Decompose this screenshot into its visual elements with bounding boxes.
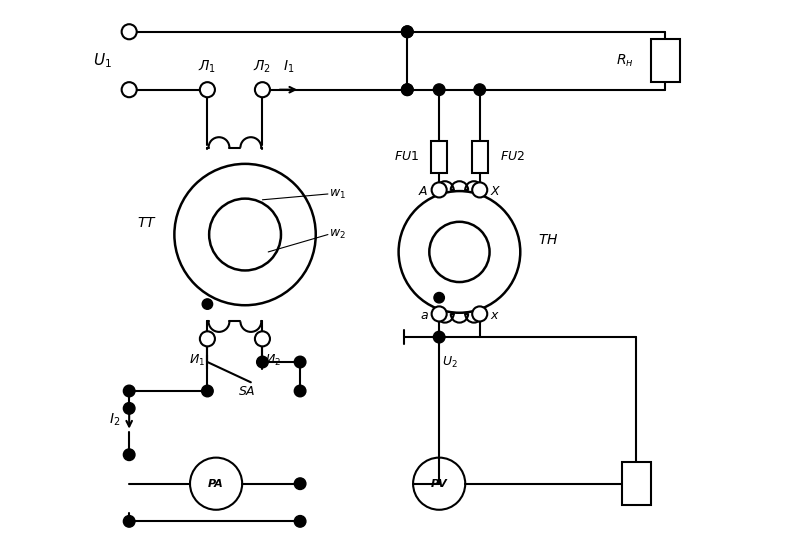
Text: $I_2$: $I_2$ <box>109 412 120 428</box>
Text: $SA$: $SA$ <box>237 385 255 398</box>
Circle shape <box>257 356 268 368</box>
Circle shape <box>124 449 135 460</box>
Text: PV: PV <box>430 479 447 489</box>
Text: $X$: $X$ <box>489 185 501 197</box>
Circle shape <box>201 385 213 397</box>
Circle shape <box>431 182 446 197</box>
Text: $И_1$: $И_1$ <box>188 353 205 369</box>
Bar <box>650 39 678 82</box>
Circle shape <box>124 403 135 414</box>
Circle shape <box>200 82 215 97</box>
Text: $w_2$: $w_2$ <box>329 228 346 241</box>
Circle shape <box>124 385 135 397</box>
Text: $Л_1$: $Л_1$ <box>198 59 217 75</box>
Text: $A$: $A$ <box>418 185 428 197</box>
Circle shape <box>254 331 269 346</box>
Circle shape <box>431 306 446 321</box>
Circle shape <box>124 515 135 527</box>
Bar <box>621 462 650 505</box>
Circle shape <box>433 331 444 343</box>
Circle shape <box>401 84 412 96</box>
Circle shape <box>202 299 213 309</box>
Circle shape <box>200 331 215 346</box>
Text: $I_1$: $I_1$ <box>282 59 294 75</box>
Text: $U_2$: $U_2$ <box>442 355 457 370</box>
Circle shape <box>121 82 136 97</box>
Text: $x$: $x$ <box>489 309 500 321</box>
Circle shape <box>401 26 412 38</box>
Circle shape <box>401 84 412 96</box>
Circle shape <box>294 385 306 397</box>
Text: $Л_2$: $Л_2$ <box>253 59 271 75</box>
Text: $FU2$: $FU2$ <box>500 150 525 163</box>
Text: $И_2$: $И_2$ <box>265 353 281 369</box>
Circle shape <box>254 82 269 97</box>
Text: $ТН$: $ТН$ <box>537 234 557 247</box>
Circle shape <box>433 84 444 96</box>
Bar <box>431 141 447 172</box>
Bar <box>471 141 488 172</box>
Circle shape <box>472 306 487 321</box>
Text: $FU1$: $FU1$ <box>393 150 419 163</box>
Circle shape <box>472 182 487 197</box>
Circle shape <box>294 356 306 368</box>
Circle shape <box>473 84 485 96</box>
Circle shape <box>401 26 412 38</box>
Text: $U_1$: $U_1$ <box>93 51 111 70</box>
Circle shape <box>294 515 306 527</box>
Text: $ТТ$: $ТТ$ <box>137 216 157 230</box>
Circle shape <box>294 478 306 489</box>
Text: $R_н$: $R_н$ <box>615 52 633 69</box>
Text: $w_1$: $w_1$ <box>329 187 346 201</box>
Circle shape <box>121 24 136 39</box>
Text: PA: PA <box>208 479 224 489</box>
Circle shape <box>433 292 444 303</box>
Text: $a$: $a$ <box>419 309 428 321</box>
